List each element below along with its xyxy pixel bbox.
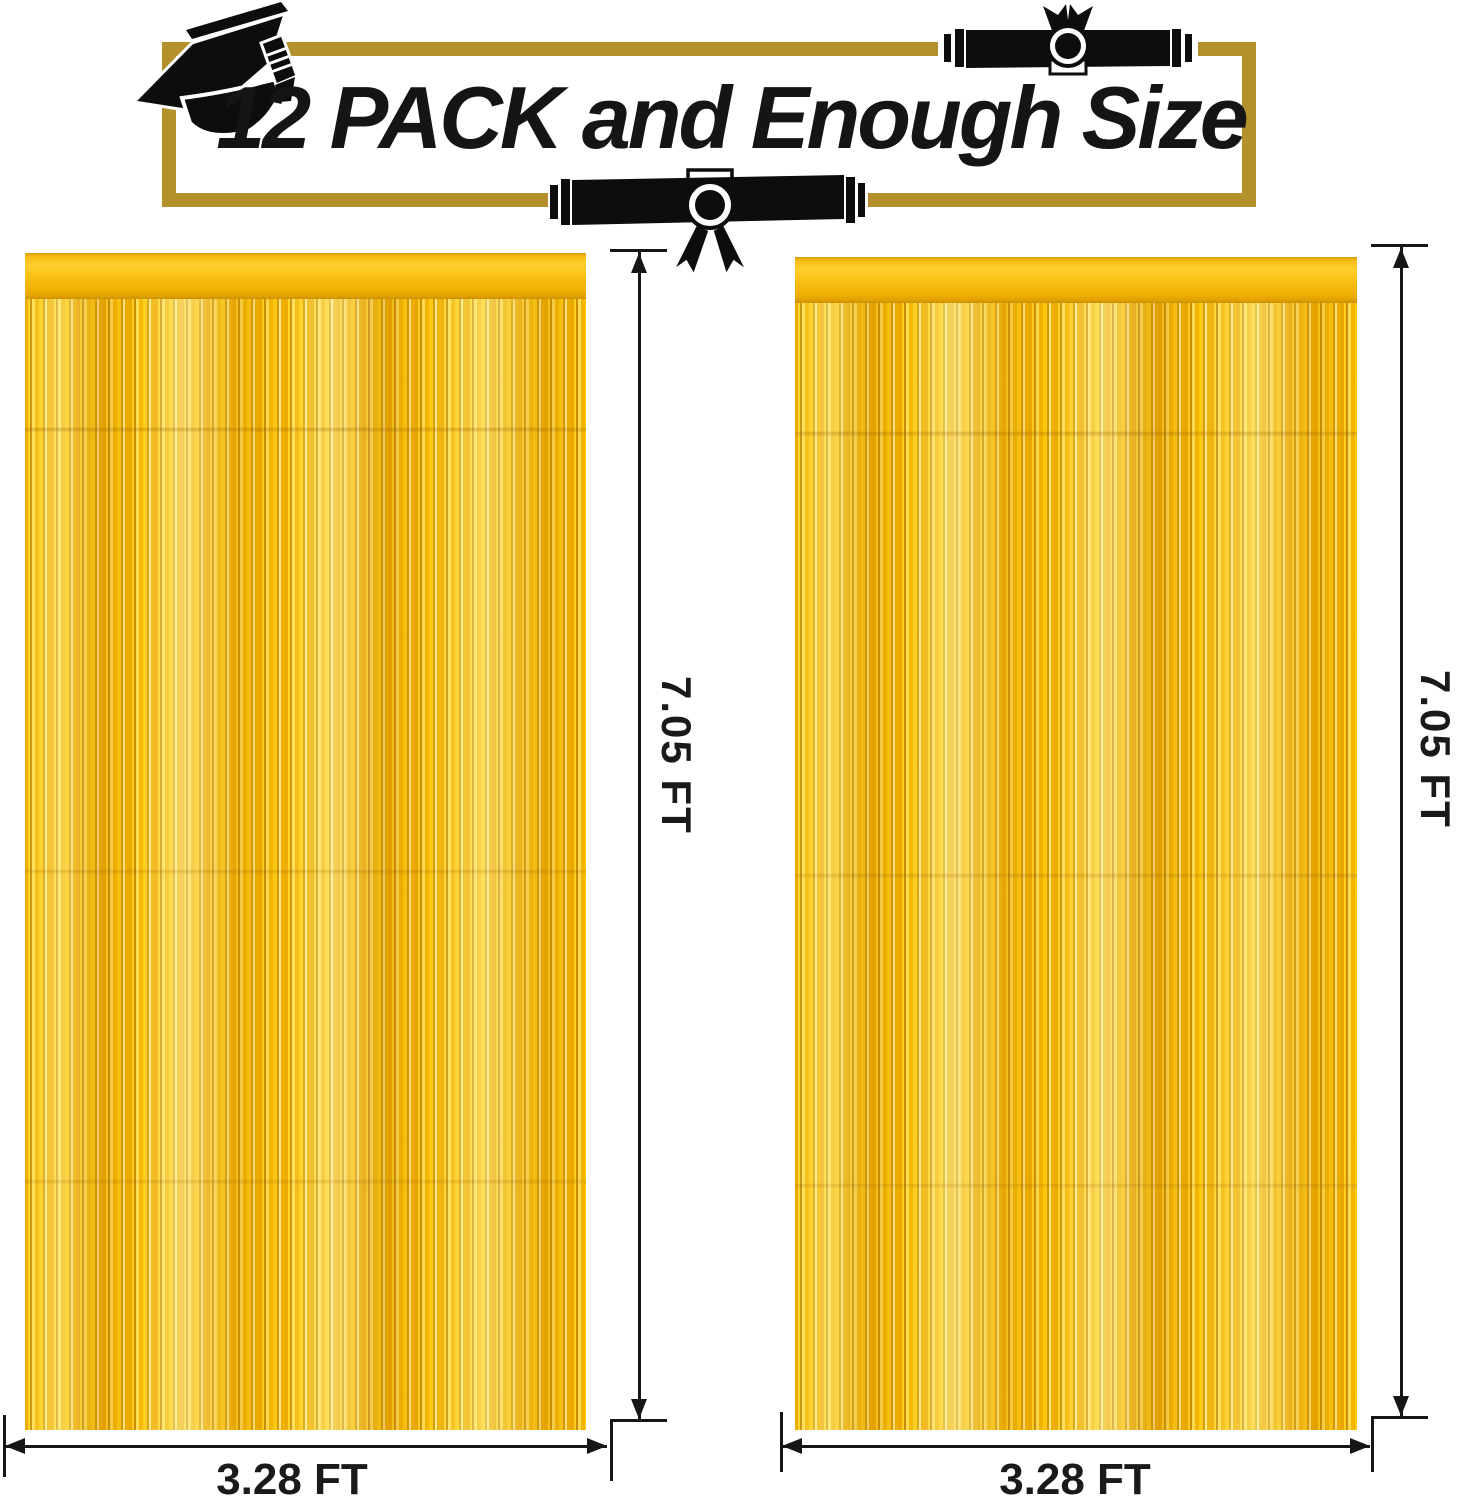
measure-line [638, 252, 641, 1421]
height-label-right: 7.05 FT [1412, 670, 1459, 829]
arrow-down-icon [631, 1399, 647, 1419]
extension-line [780, 1412, 783, 1472]
measure-tick [1371, 1416, 1428, 1419]
arrow-up-icon [631, 253, 647, 273]
width-label-right: 3.28 FT [999, 1455, 1151, 1500]
foil-curtain-left [25, 253, 586, 1430]
extension-line [1371, 1416, 1374, 1472]
arrow-right-icon [587, 1438, 607, 1454]
curtain-fringe [795, 303, 1357, 1430]
width-label-left: 3.28 FT [216, 1455, 368, 1500]
arrow-right-icon [1350, 1438, 1370, 1454]
measure-tick [610, 249, 667, 252]
diploma-scroll-bottom-icon [548, 168, 868, 280]
measure-tick [610, 1419, 667, 1422]
measure-line [1400, 247, 1403, 1418]
curtain-fringe [25, 299, 586, 1430]
measure-line [5, 1445, 607, 1448]
arrow-down-icon [1393, 1396, 1409, 1416]
extension-line [3, 1415, 6, 1477]
measure-line [782, 1445, 1370, 1448]
measure-tick [1371, 244, 1428, 247]
curtain-header-band [25, 253, 586, 299]
curtain-header-band [795, 257, 1357, 303]
banner-title: 12 PACK and Enough Size [216, 68, 1249, 167]
height-label-left: 7.05 FT [653, 676, 700, 835]
foil-curtain-right [795, 257, 1357, 1430]
graduation-cap-icon [130, 2, 299, 137]
arrow-up-icon [1393, 248, 1409, 268]
arrow-left-icon [782, 1438, 802, 1454]
arrow-left-icon [5, 1438, 25, 1454]
diploma-scroll-top-icon [938, 2, 1198, 90]
extension-line [610, 1419, 613, 1481]
